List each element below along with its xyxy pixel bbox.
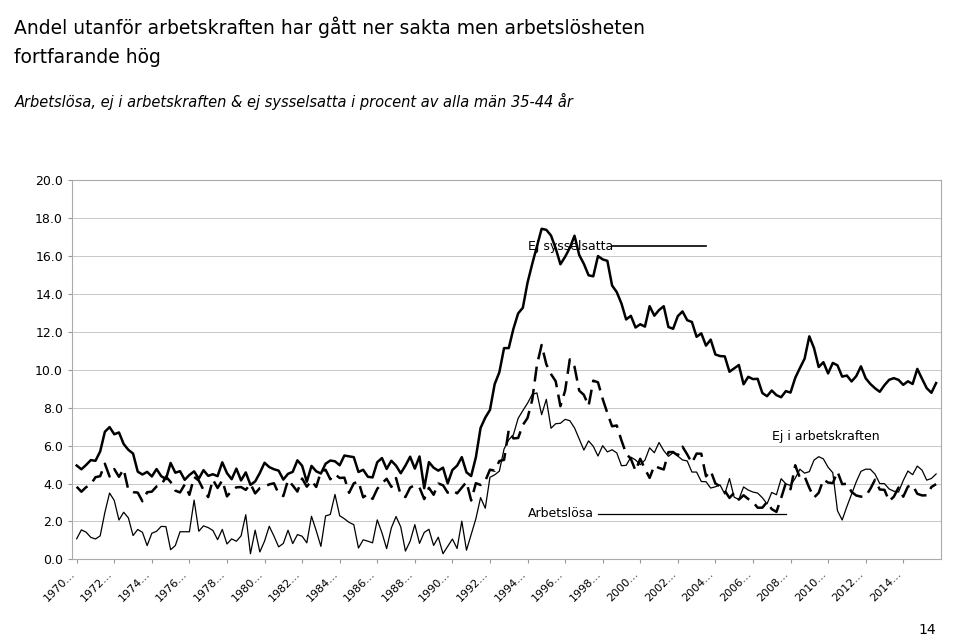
- Text: Arbetslösa, ej i arbetskraften & ej sysselsatta i procent av alla män 35-44 år: Arbetslösa, ej i arbetskraften & ej syss…: [14, 93, 573, 110]
- Text: 14: 14: [919, 622, 936, 637]
- Text: Arbetslösa: Arbetslösa: [528, 507, 593, 520]
- Text: Ej sysselsatta: Ej sysselsatta: [528, 240, 612, 253]
- Text: Andel utanför arbetskraften har gått ner sakta men arbetslösheten: Andel utanför arbetskraften har gått ner…: [14, 16, 645, 37]
- Text: fortfarande hög: fortfarande hög: [14, 48, 161, 68]
- Text: Ej i arbetskraften: Ej i arbetskraften: [772, 430, 879, 442]
